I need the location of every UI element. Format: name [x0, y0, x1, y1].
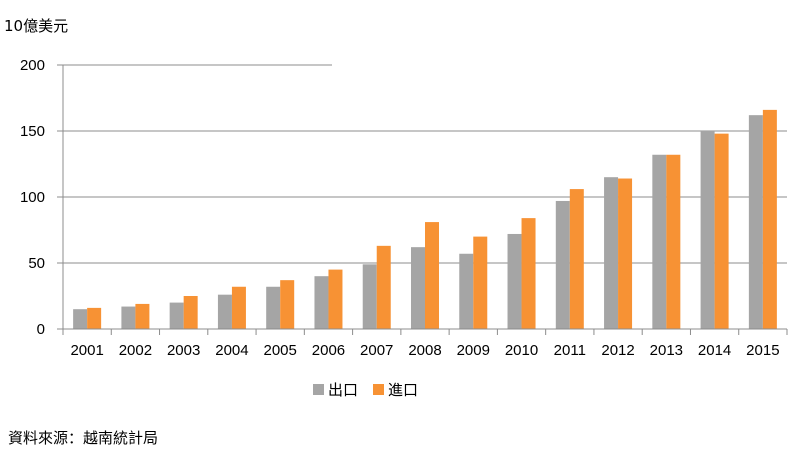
y-tick-label: 150 [20, 123, 45, 140]
legend-swatch-import [373, 384, 384, 395]
x-tick-labels: 2001 2002 2003 2004 2005 2006 2007 2008 2009 2010… [70, 342, 779, 359]
y-tick-label: 0 [37, 321, 45, 338]
x-tick-label: 2013 [650, 342, 683, 359]
bar-export [169, 302, 184, 329]
bar-import [135, 303, 150, 329]
x-tick-label: 2011 [554, 342, 586, 359]
bar-export [652, 154, 667, 329]
x-tick-label: 2012 [601, 342, 634, 359]
x-tick-label: 2009 [457, 342, 490, 359]
bar-import [714, 133, 729, 329]
bar-export [314, 276, 329, 329]
bar-export [507, 233, 522, 329]
bar-import [280, 280, 295, 329]
bar-import [231, 286, 246, 329]
bar-export [362, 264, 377, 329]
x-tick-label: 2014 [698, 342, 731, 359]
y-tick-labels: 0 50 100 150 200 [20, 57, 45, 338]
legend: 出口 進口 [313, 381, 418, 399]
bar-import [569, 189, 584, 329]
bar-import [87, 307, 102, 329]
bar-import [425, 222, 439, 329]
bar-export [748, 115, 763, 329]
x-tick-label: 2005 [264, 342, 297, 359]
y-tick-label: 50 [28, 255, 45, 272]
bar-export [555, 200, 570, 329]
x-tick-label: 2008 [408, 342, 441, 359]
bar-import [473, 236, 488, 329]
y-tick-label: 200 [20, 57, 45, 74]
bars-group [73, 109, 777, 329]
bar-export [411, 247, 425, 329]
x-tick-label: 2010 [505, 342, 538, 359]
legend-label-export: 出口 [328, 381, 358, 399]
bar-import [328, 269, 343, 329]
source-note: 資料來源：越南統計局 [8, 429, 159, 447]
bar-import [618, 178, 633, 329]
legend-swatch-export [313, 384, 324, 395]
bar-export [266, 286, 281, 329]
bar-export [73, 309, 88, 329]
y-tick-label: 100 [20, 189, 45, 206]
legend-label-import: 進口 [388, 381, 418, 399]
bar-import [521, 218, 536, 329]
x-tick-label: 2004 [215, 342, 248, 359]
x-tick-label: 2007 [360, 342, 393, 359]
x-tick-label: 2002 [119, 342, 152, 359]
y-axis-unit-label: 10億美元 [4, 17, 68, 35]
bar-export [604, 177, 619, 329]
bar-export [459, 253, 474, 329]
x-tick-label: 2006 [312, 342, 345, 359]
bar-import [762, 109, 777, 329]
x-tick-label: 2015 [746, 342, 779, 359]
bar-export [121, 306, 136, 329]
bar-import [376, 245, 391, 329]
axes [57, 64, 788, 335]
bar-import [666, 154, 681, 329]
bar-import [183, 296, 198, 329]
x-tick-label: 2001 [70, 342, 103, 359]
x-tick-label: 2003 [167, 342, 200, 359]
bar-export [217, 294, 232, 329]
bar-export [700, 131, 715, 329]
